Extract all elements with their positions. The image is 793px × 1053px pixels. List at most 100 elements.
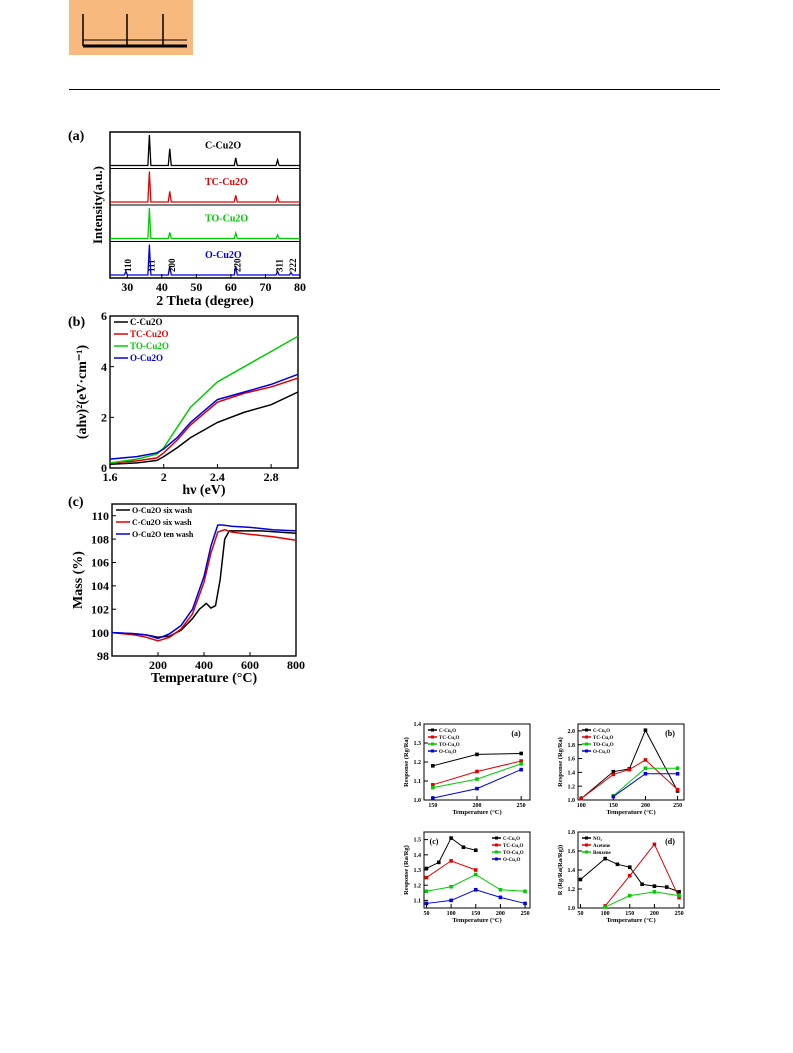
y-tick-label: 98 xyxy=(97,649,109,663)
data-point-no xyxy=(652,884,657,888)
data-point-to-cu-o xyxy=(498,887,503,892)
data-point-c-cu-o xyxy=(436,860,441,865)
series-line-o-cu-o xyxy=(613,773,678,797)
data-point-to-cu-o xyxy=(475,777,479,781)
y-tick-label: 100 xyxy=(91,626,109,640)
y-axis-label: Intensity(a.u.) xyxy=(90,166,105,244)
legend-marker-to-cu-o xyxy=(585,742,588,746)
data-point-no xyxy=(627,865,632,869)
y-tick-label: 1.4 xyxy=(414,853,422,859)
y-tick-label: 1.4 xyxy=(414,722,422,728)
legend-label-c-cu-o: C-Cu₂O xyxy=(439,729,456,734)
data-point-to-cu-o xyxy=(431,785,435,790)
panel-b-fig2: 100 150 200 250 1.0 1.2 1.4 1.6 1.8 2.0 Temperatur… xyxy=(557,723,685,816)
panel-label: (b) xyxy=(665,729,675,738)
x-tick-label: 100 xyxy=(577,803,586,809)
y-tick-label: 1.8 xyxy=(568,743,576,749)
x-tick-label: 150 xyxy=(471,911,480,917)
series-line-o-cu2o xyxy=(109,373,299,460)
data-point-tc-cu-o xyxy=(424,875,429,880)
x-axis-label: Temperature (°C) xyxy=(606,917,655,924)
data-point-o-cu-o xyxy=(643,771,648,776)
data-point-to-cu-o xyxy=(449,884,453,889)
y-tick-label: 104 xyxy=(91,579,109,593)
x-tick-label: 200 xyxy=(473,803,482,809)
data-point-benzene xyxy=(652,890,657,894)
x-tick-label: 50 xyxy=(190,280,202,294)
xrd-pattern-o-cu2o xyxy=(110,244,300,276)
panel-a-fig2: 150 200 250 1.0 1.1 1.2 1.3 1.4 Temperature (°C)… xyxy=(403,722,531,816)
legend-label-c-cu2o: C-Cu2O xyxy=(130,317,163,327)
series-line-o-cu-o xyxy=(432,769,522,799)
data-point-benzene xyxy=(677,893,681,898)
legend-label-o-cu-o: O-Cu₂O xyxy=(593,750,610,755)
x-tick-label: 80 xyxy=(294,280,306,294)
y-tick-label: 1.1 xyxy=(414,899,422,905)
panel-label: (c) xyxy=(430,837,439,846)
legend-marker-tc-cu-o xyxy=(495,843,498,847)
legend-marker-o-cu-o xyxy=(431,749,434,753)
legend-label-o-cu2o-ten-wash: O-Cu2O ten wash xyxy=(132,530,194,539)
y-tick-label: 106 xyxy=(91,556,109,570)
data-point-to-cu-o xyxy=(643,766,648,771)
legend-marker-no xyxy=(585,836,588,840)
series-line-c-cu2o-six-wash xyxy=(111,528,297,642)
panel-label-c: (c) xyxy=(68,495,84,510)
x-axis-label: Temperature (°C) xyxy=(606,809,655,816)
data-point-tc-cu-o xyxy=(643,758,648,762)
panel-label-b: (b) xyxy=(68,315,85,330)
series-label-o-cu2o: O-Cu2O xyxy=(205,250,242,261)
series-line-c-cu2o xyxy=(109,391,299,465)
legend-marker-to-cu-o xyxy=(431,742,434,746)
data-point-benzene xyxy=(603,905,607,909)
panel-c: 200 400 600 800 98 100 102 104 106 108 110 Temperat… xyxy=(71,503,305,686)
legend-label-tc-cu-o: TC-Cu₂O xyxy=(593,736,614,741)
legend-label-tc-cu-o: TC-Cu₂O xyxy=(439,736,460,741)
x-tick-label: 2.4 xyxy=(210,470,225,484)
y-tick-label: 1.2 xyxy=(568,887,576,893)
x-tick-label: 100 xyxy=(601,911,610,917)
x-axis-label: Temperature (°C) xyxy=(452,809,501,816)
data-point-tc-cu-o xyxy=(611,772,616,777)
legend-label-to-cu2o: TO-Cu2O xyxy=(130,341,169,351)
panel-d-fig2: 50 100 150 200 250 1.0 1.2 1.4 1.6 1.8 Temperature… xyxy=(557,830,685,924)
x-tick-label: 30 xyxy=(121,280,133,294)
data-point-c-cu-o xyxy=(461,845,466,849)
x-tick-label: 150 xyxy=(428,803,437,809)
data-point-acetone xyxy=(677,895,681,900)
legend-marker-c-cu-o xyxy=(431,728,434,732)
legend-label-to-cu-o: TO-Cu₂O xyxy=(503,851,524,856)
peak-label: 110 xyxy=(123,258,133,272)
data-point-no xyxy=(640,882,644,887)
series-line-o-cu-o xyxy=(426,889,526,904)
y-tick-label: 1.2 xyxy=(414,760,422,766)
legend-marker-o-cu-o xyxy=(585,749,588,753)
legend-label-to-cu-o: TO-Cu₂O xyxy=(439,743,460,748)
data-point-c-cu-o xyxy=(424,866,429,871)
data-point-o-cu-o xyxy=(449,898,453,903)
series-line-tc-cu2o xyxy=(109,377,299,464)
data-point-o-cu-o xyxy=(519,767,523,772)
y-tick-label: 1.3 xyxy=(414,868,422,874)
y-tick-label: 1.1 xyxy=(414,779,422,785)
legend-label-c-cu-o: C-Cu₂O xyxy=(503,837,520,842)
series-label-to-cu2o: TO-Cu2O xyxy=(205,213,248,224)
peak-label: 222 xyxy=(288,258,298,272)
legend-label-o-cu-o: O-Cu₂O xyxy=(439,750,456,755)
x-axis-label: 2 Theta (degree) xyxy=(156,294,254,309)
data-point-to-cu-o xyxy=(424,889,429,894)
data-point-acetone xyxy=(627,873,632,878)
legend-marker-tc-cu-o xyxy=(431,735,434,739)
x-tick-label: 250 xyxy=(517,803,526,809)
legend-label-c-cu-o: C-Cu₂O xyxy=(593,729,610,734)
data-point-o-cu-o xyxy=(475,786,479,791)
y-tick-label: 1.8 xyxy=(568,830,576,836)
journal-logo-mark xyxy=(82,14,187,48)
data-point-o-cu-o xyxy=(431,796,435,800)
peak-label: 200 xyxy=(167,258,177,272)
legend-label-no: NO₂ xyxy=(593,837,603,842)
x-tick-label: 150 xyxy=(609,803,618,809)
y-tick-label: 1.5 xyxy=(414,838,422,844)
x-tick-label: 60 xyxy=(225,280,237,294)
series-label-c-cu2o: C-Cu2O xyxy=(205,140,241,151)
